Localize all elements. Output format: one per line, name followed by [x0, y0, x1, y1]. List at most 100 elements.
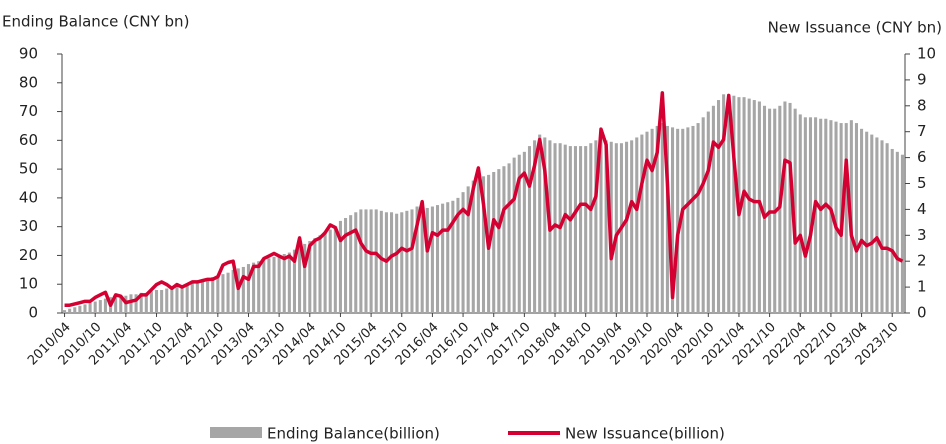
bar	[410, 209, 414, 313]
y2-tick-label: 0	[917, 304, 927, 322]
bar	[364, 209, 368, 313]
bar	[139, 292, 143, 313]
bar	[870, 134, 874, 313]
bar	[686, 127, 690, 313]
bar	[303, 243, 307, 313]
bar	[471, 180, 475, 313]
bar	[292, 249, 296, 313]
bar	[645, 131, 649, 313]
bar	[420, 207, 424, 313]
bar	[604, 140, 608, 313]
bar	[134, 294, 138, 313]
bar	[435, 205, 440, 313]
y-tick-label: 20	[19, 246, 38, 264]
bar	[277, 255, 281, 313]
y2-tick-label: 3	[917, 226, 927, 244]
bar	[517, 154, 521, 313]
bar	[262, 259, 266, 313]
bar	[170, 287, 174, 313]
bar	[788, 102, 792, 313]
bar	[154, 289, 159, 313]
bar	[287, 252, 291, 313]
bar	[716, 100, 721, 314]
bar	[149, 291, 153, 313]
bar	[844, 123, 848, 313]
bar	[425, 207, 429, 313]
bar	[834, 121, 838, 313]
bar	[369, 209, 373, 313]
bar	[114, 297, 118, 313]
bar	[236, 268, 240, 313]
bar	[563, 144, 567, 313]
bar	[701, 117, 705, 313]
bar	[522, 151, 526, 313]
bar	[860, 128, 864, 313]
bar	[129, 294, 133, 313]
bar	[573, 146, 577, 313]
bar	[323, 232, 327, 313]
y-tick-label: 30	[19, 217, 38, 235]
bar	[568, 146, 572, 313]
bar	[671, 127, 675, 313]
y2-tick-label: 2	[917, 252, 927, 270]
bar	[732, 95, 736, 313]
bar	[814, 117, 818, 313]
legend-label: Ending Balance(billion)	[267, 425, 440, 443]
bar	[589, 143, 593, 313]
bar	[379, 210, 383, 313]
bar	[405, 210, 409, 313]
bar	[272, 256, 276, 313]
bar	[313, 238, 317, 313]
y2-tick-label: 10	[917, 45, 936, 63]
bar	[762, 105, 767, 313]
bar	[640, 134, 644, 313]
bar	[584, 146, 588, 313]
bar	[476, 174, 480, 313]
bar	[395, 213, 399, 313]
bar	[211, 277, 215, 313]
bar	[865, 131, 869, 313]
bar	[241, 266, 245, 313]
bar	[190, 282, 194, 313]
bar	[538, 134, 542, 313]
bar	[359, 209, 363, 313]
bar	[599, 137, 603, 313]
bar	[778, 105, 782, 313]
bar	[68, 308, 72, 313]
bar	[338, 220, 342, 313]
bar	[676, 128, 680, 313]
bar	[798, 114, 802, 313]
bar	[451, 200, 455, 313]
y-tick-label: 50	[19, 160, 38, 178]
bar	[742, 97, 746, 314]
y2-tick-label: 5	[917, 174, 927, 192]
y2-axis-title: New Issuance (CNY bn)	[768, 19, 942, 37]
bar	[430, 206, 434, 313]
bar	[390, 212, 394, 313]
bar	[635, 137, 639, 313]
bar	[318, 235, 322, 313]
legend-swatch	[210, 427, 262, 438]
y-tick-label: 60	[19, 131, 38, 149]
legend-label: New Issuance(billion)	[565, 425, 725, 443]
y2-tick-label: 4	[917, 200, 927, 218]
bar	[83, 304, 87, 313]
bar	[374, 209, 378, 313]
bar	[200, 279, 205, 313]
bar	[706, 111, 710, 313]
bar	[824, 118, 828, 313]
bar	[103, 298, 107, 313]
y-tick-label: 80	[19, 73, 38, 91]
bar	[594, 140, 598, 313]
bar	[415, 206, 419, 313]
bar	[160, 289, 164, 313]
bar	[829, 120, 833, 313]
bar	[783, 101, 787, 313]
bar	[466, 186, 470, 313]
bar	[890, 148, 894, 313]
bar	[650, 128, 654, 313]
bar	[226, 272, 230, 313]
bar	[660, 123, 664, 313]
bar	[206, 278, 210, 313]
